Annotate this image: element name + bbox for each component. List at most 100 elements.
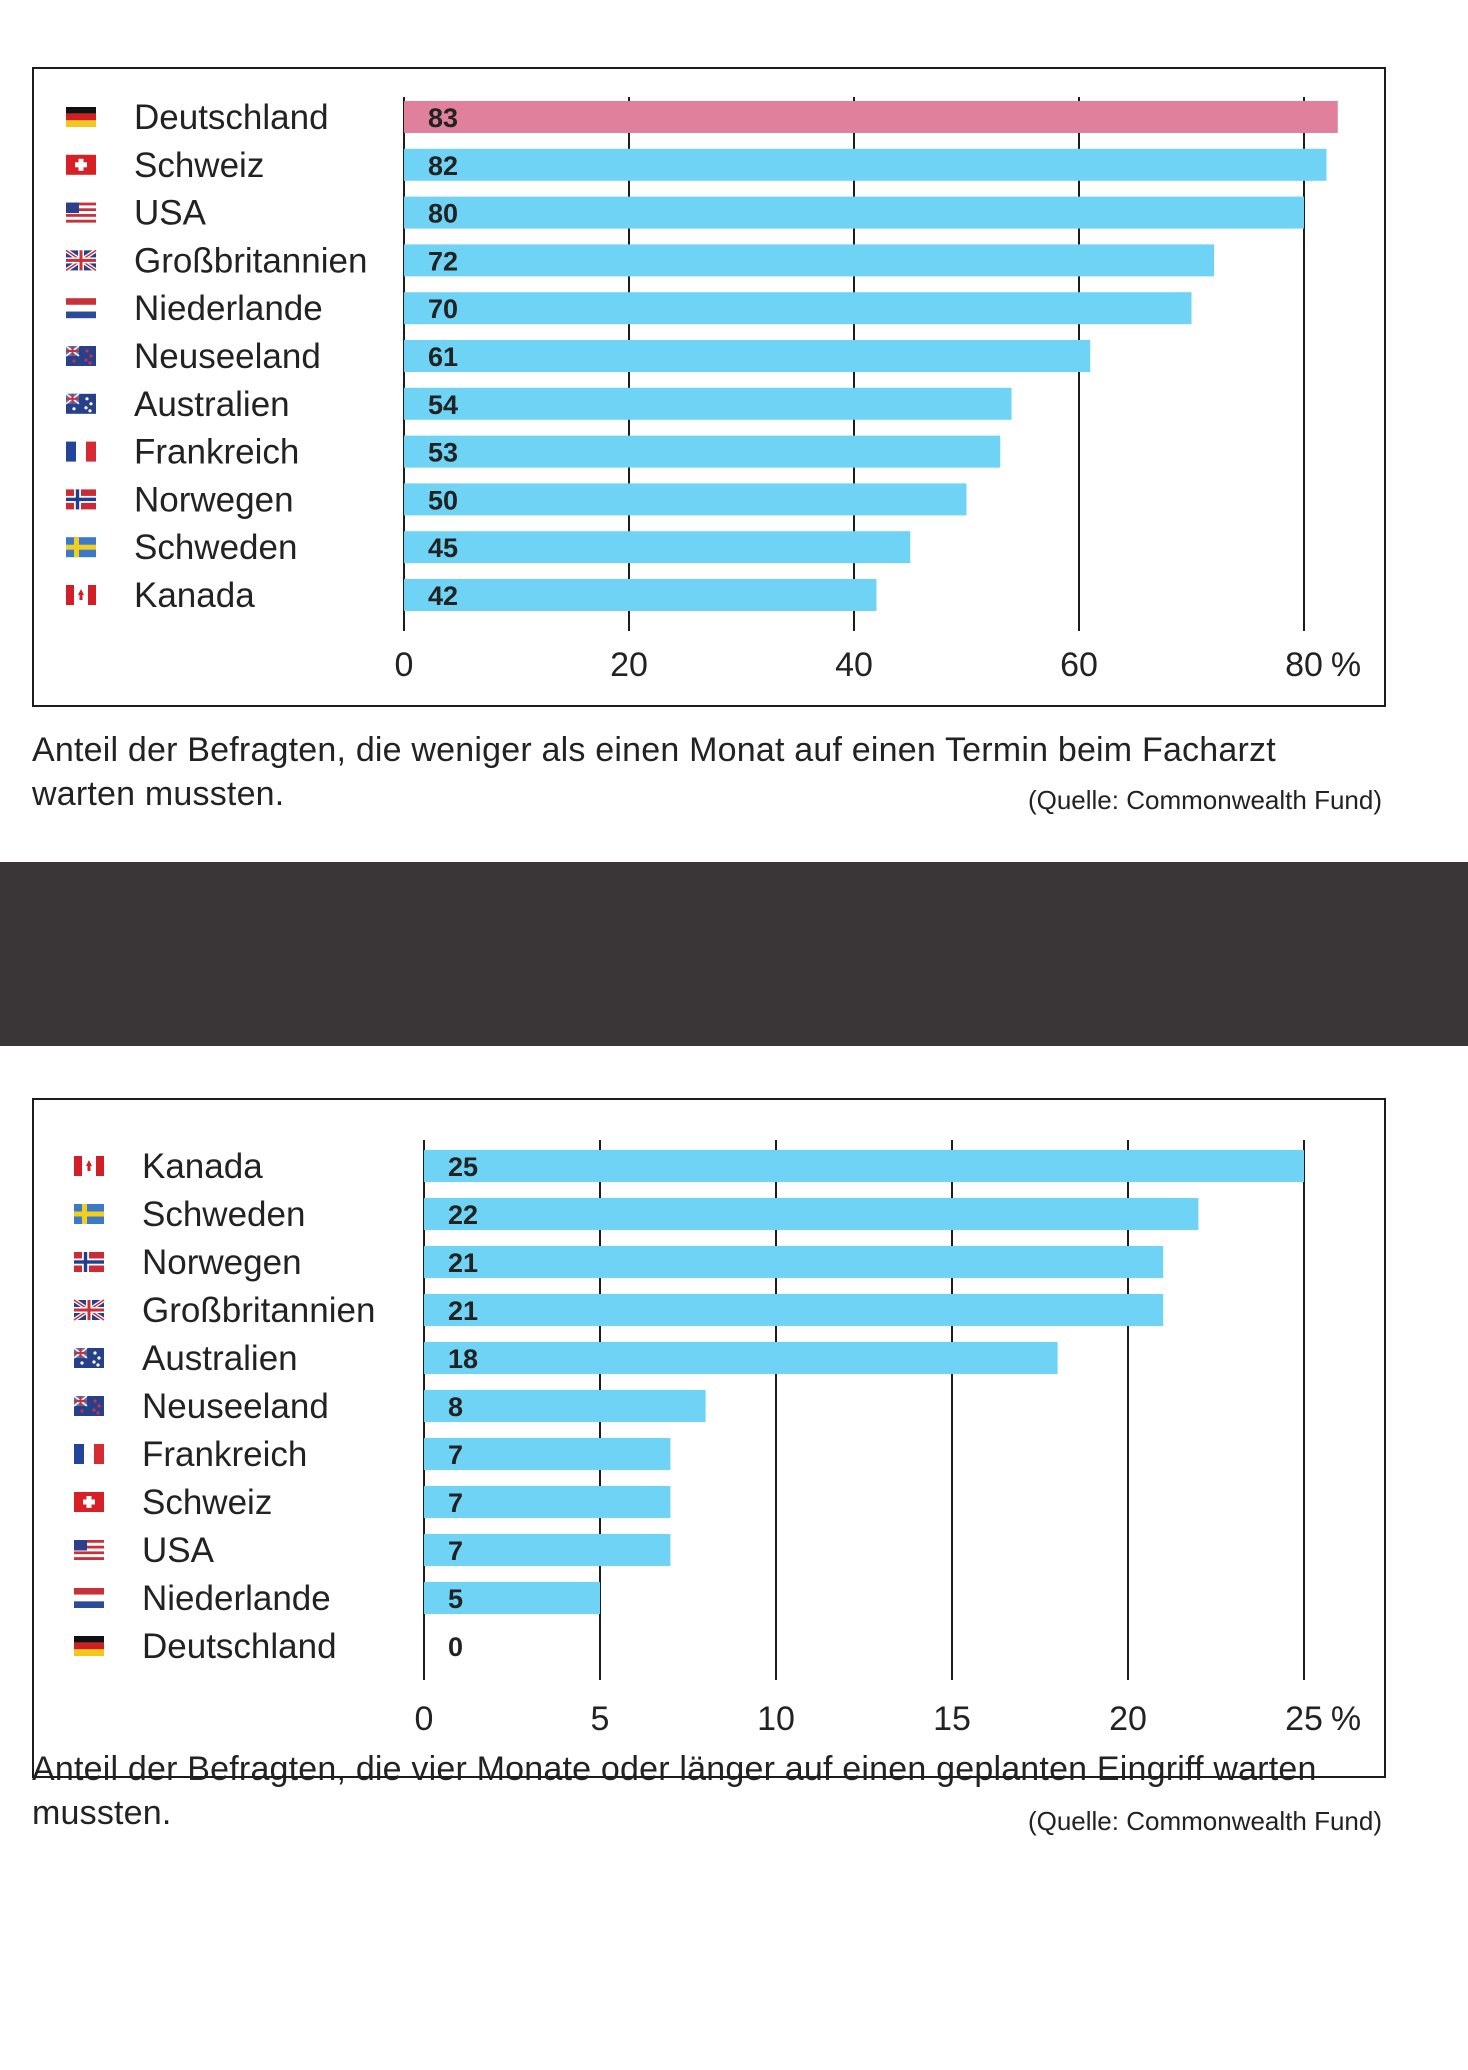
x-tick-label: 80 <box>1285 646 1323 684</box>
bar <box>404 483 967 516</box>
category-label: Norwegen <box>142 1243 302 1282</box>
category-label: Großbritannien <box>134 241 367 280</box>
chart-card-2: 0 5 10 15 20 25% 25 Kanada 22 Schweden 21 Norwegen 2… <box>0 1046 1468 2070</box>
x-tick-label: 20 <box>610 646 648 684</box>
category-label: Kanada <box>134 576 255 615</box>
x-unit-label: % <box>1331 646 1361 684</box>
category-label: USA <box>142 1531 215 1570</box>
category-label: Schweden <box>134 528 297 567</box>
category-label: Neuseeland <box>142 1387 329 1426</box>
x-tick-label: 40 <box>835 646 873 684</box>
bar-value-label: 53 <box>428 438 458 468</box>
category-label: Australien <box>134 385 290 424</box>
bar <box>404 196 1304 229</box>
bar <box>424 1342 1058 1374</box>
bar <box>404 148 1327 181</box>
bar <box>424 1582 600 1614</box>
category-label: Kanada <box>142 1147 263 1186</box>
bar-value-label: 42 <box>428 581 458 611</box>
bar <box>424 1198 1199 1230</box>
bar <box>404 101 1338 133</box>
bar-value-label: 45 <box>428 533 458 563</box>
bar <box>424 1390 706 1422</box>
category-label: Schweiz <box>142 1483 272 1522</box>
flag-canada-icon <box>66 585 96 605</box>
bar-value-label: 7 <box>448 1488 463 1518</box>
bar <box>424 1150 1304 1182</box>
flag-switzerland-icon <box>66 154 96 175</box>
x-tick-label: 25 <box>1285 1700 1323 1738</box>
chart-source-2: (Quelle: Commonwealth Fund) <box>1027 1806 1382 1836</box>
bar-value-label: 80 <box>428 199 458 229</box>
category-label: Schweiz <box>134 146 264 185</box>
category-label: Frankreich <box>142 1435 307 1474</box>
bar-value-label: 21 <box>448 1296 478 1326</box>
flag-australia-icon <box>65 393 96 414</box>
bar-value-label: 25 <box>448 1152 478 1182</box>
bar <box>404 435 1001 468</box>
bar-value-label: 22 <box>448 1200 478 1230</box>
bar <box>404 292 1192 325</box>
flag-canada-icon <box>74 1156 104 1176</box>
x-tick-label: 20 <box>1109 1700 1147 1738</box>
bar <box>424 1534 671 1566</box>
bar-value-label: 7 <box>448 1536 463 1566</box>
category-label: Großbritannien <box>142 1291 375 1330</box>
category-label: USA <box>134 194 207 233</box>
chart-caption-2: Anteil der Befragten, die vier Monate od… <box>32 1750 1317 1832</box>
flag-australia-icon <box>73 1347 104 1368</box>
bar <box>424 1294 1164 1326</box>
bar-value-label: 50 <box>428 485 458 515</box>
chart-frame-1: 0 20 40 60 80% 83 Deutschland 82 Schweiz 80 USA 72 G… <box>32 67 1386 707</box>
chart-caption-1: Anteil der Befragten, die weniger als ei… <box>32 731 1276 813</box>
bar-value-label: 70 <box>428 294 458 324</box>
flag-france-icon <box>74 1444 104 1464</box>
category-label: Niederlande <box>142 1579 331 1618</box>
bar-value-label: 72 <box>428 246 458 276</box>
x-unit-label: % <box>1331 1700 1361 1738</box>
x-tick-label: 0 <box>395 646 414 684</box>
category-label: Niederlande <box>134 289 323 328</box>
flag-uk-icon <box>72 1298 106 1322</box>
chart-frame-2: 0 5 10 15 20 25% 25 Kanada 22 Schweden 21 Norwegen 2… <box>32 1098 1386 1778</box>
bar <box>424 1438 671 1470</box>
flag-germany-icon <box>74 1636 104 1656</box>
flag-switzerland-icon <box>74 1492 104 1512</box>
x-tick-label: 5 <box>591 1700 610 1738</box>
category-label: Deutschland <box>142 1627 337 1666</box>
bar-chart-1: 0 20 40 60 80 % 83 Deutschland 82 Schweiz 80 USA 72 G… <box>64 97 1361 684</box>
bar <box>424 1486 671 1518</box>
flag-netherlands-icon <box>74 1588 104 1608</box>
bar <box>404 531 911 564</box>
bar-value-label: 61 <box>428 342 458 372</box>
x-tick-label: 10 <box>757 1700 795 1738</box>
category-label: Norwegen <box>134 480 294 519</box>
bar-value-label: 8 <box>448 1392 463 1422</box>
bar-value-label: 5 <box>448 1584 463 1614</box>
bar-value-label: 18 <box>448 1344 478 1374</box>
bar <box>404 244 1214 277</box>
flag-norway-icon <box>74 1252 104 1272</box>
x-tick-label: 0 <box>415 1700 434 1738</box>
x-tick-label: 15 <box>933 1700 971 1738</box>
bar-value-label: 7 <box>448 1440 463 1470</box>
flag-netherlands-icon <box>66 298 96 319</box>
bar-value-label: 83 <box>428 103 458 133</box>
bar <box>404 579 877 611</box>
flag-new-zealand-icon <box>65 345 96 366</box>
flag-germany-icon <box>66 107 96 127</box>
bar <box>404 340 1091 372</box>
bar <box>424 1246 1164 1278</box>
category-label: Neuseeland <box>134 337 321 376</box>
category-label: Frankreich <box>134 433 299 472</box>
x-tick-label: 60 <box>1060 646 1098 684</box>
flag-uk-icon <box>64 248 98 273</box>
chart-card-1: 0 20 40 60 80% 83 Deutschland 82 Schweiz 80 USA 72 G… <box>0 0 1468 862</box>
flag-norway-icon <box>66 489 96 510</box>
flag-new-zealand-icon <box>73 1395 104 1416</box>
flag-usa-icon <box>66 202 96 223</box>
bar-chart-2: 0 5 10 15 20 25 %25Kanada22Schweden21Norwegen2… <box>72 1140 1361 1738</box>
bar-value-label: 21 <box>448 1248 478 1278</box>
flag-usa-icon <box>74 1540 104 1560</box>
bar <box>404 387 1012 420</box>
